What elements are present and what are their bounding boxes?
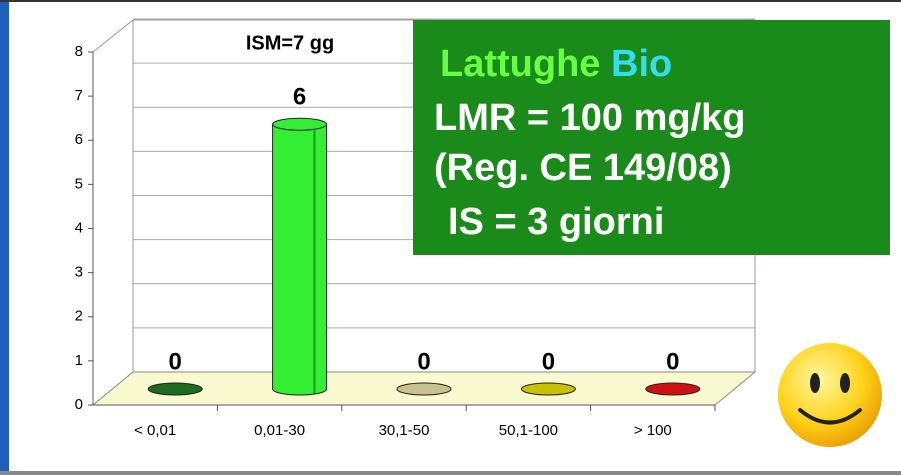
value-label: 0 — [417, 348, 430, 375]
value-label: 0 — [169, 348, 182, 375]
smiley-eye — [840, 373, 850, 393]
annotation-word: Bio — [611, 43, 672, 85]
annotation: IS = 3 giorni — [448, 201, 664, 243]
smiley-face — [778, 343, 882, 447]
annotation: Lattughe Bio — [440, 43, 672, 85]
y-tick-label: 5 — [75, 175, 83, 192]
frame-top — [0, 0, 901, 2]
bar-body — [273, 124, 327, 395]
value-label: 0 — [542, 348, 555, 375]
y-tick-label: 0 — [75, 396, 83, 413]
chart-title: ISM=7 gg — [246, 32, 334, 54]
y-tick-label: 2 — [75, 308, 83, 325]
annotation-word: Lattughe — [440, 43, 600, 85]
smiley — [778, 343, 882, 447]
value-label: 0 — [666, 348, 679, 375]
chart: ISM=7 gg 0 1 2 3 4 5 6 7 8 < 0,01 0 0,01-30 6 30,1-50… — [0, 0, 901, 475]
y-tick-label: 1 — [75, 352, 83, 369]
annotation: LMR = 100 mg/kg — [434, 97, 745, 139]
bar-top — [273, 118, 327, 130]
bar — [521, 383, 575, 395]
annotation: (Reg. CE 149/08) — [434, 147, 732, 189]
y-tick-label: 8 — [75, 43, 83, 60]
y-tick-label: 3 — [75, 264, 83, 281]
x-tick-label: 0,01-30 — [254, 422, 305, 439]
value-label: 6 — [293, 84, 306, 111]
x-tick-label: 50,1-100 — [499, 422, 558, 439]
bar — [148, 383, 202, 395]
y-tick-label: 6 — [75, 131, 83, 148]
x-tick-label: > 100 — [634, 422, 672, 439]
y-tick-label: 7 — [75, 87, 83, 104]
y-tick-label: 4 — [75, 219, 83, 236]
frame-left — [0, 0, 9, 475]
bar — [397, 383, 451, 395]
bar — [273, 118, 327, 395]
frame-bottom — [0, 471, 901, 475]
x-tick-label: 30,1-50 — [379, 422, 430, 439]
x-tick-label: < 0,01 — [134, 422, 176, 439]
smiley-eye — [810, 373, 820, 393]
bar — [646, 383, 700, 395]
